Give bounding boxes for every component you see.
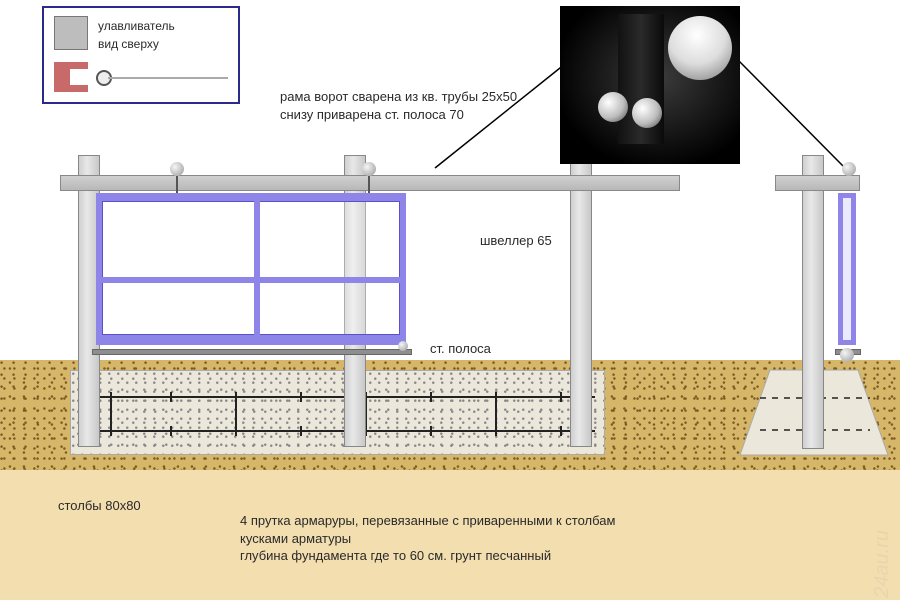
channel-label: швеллер 65 bbox=[480, 232, 552, 250]
diagram-stage: улавливатель вид сверху рама ворот сварена… bbox=[0, 0, 900, 600]
pillar-side bbox=[802, 155, 824, 449]
roller-photo-inset bbox=[560, 6, 740, 164]
roller-side-0 bbox=[842, 162, 856, 176]
photo-big-wheel bbox=[668, 16, 732, 80]
channel-bar-side bbox=[775, 175, 860, 191]
foundation-front bbox=[70, 370, 605, 455]
rebar-horizontal-1 bbox=[80, 430, 595, 432]
rebar-vertical-1 bbox=[235, 396, 237, 430]
gate-frame-front bbox=[96, 193, 406, 345]
rebar-tie-1-1 bbox=[170, 426, 172, 436]
strip-label: ст. полоса bbox=[430, 340, 491, 358]
gate-mid-rail bbox=[102, 277, 400, 283]
gate-frame-side bbox=[838, 193, 856, 345]
roller-shaft-0 bbox=[176, 174, 178, 194]
rebar-tie-1-7 bbox=[560, 426, 562, 436]
legend-topview-label: вид сверху bbox=[98, 36, 159, 52]
roller-front-1 bbox=[362, 162, 376, 176]
roller-front-0 bbox=[170, 162, 184, 176]
legend-catcher-notch bbox=[70, 69, 90, 85]
roller-shaft-1 bbox=[368, 174, 370, 194]
rebar-tie-0-1 bbox=[170, 392, 172, 402]
rebar-tie-1-5 bbox=[430, 426, 432, 436]
frame-note-label: рама ворот сварена из кв. трубы 25x50сни… bbox=[280, 88, 517, 123]
legend-square-icon bbox=[54, 16, 88, 50]
legend-box: улавливатель вид сверху bbox=[42, 6, 240, 104]
rebar-tie-0-3 bbox=[300, 392, 302, 402]
foundation-note-label: 4 прутка армаруры, перевязанные с привар… bbox=[240, 512, 615, 565]
roller-side-1 bbox=[840, 348, 854, 362]
photo-small-wheel-1 bbox=[598, 92, 628, 122]
watermark-text: 24au.ru bbox=[871, 530, 894, 598]
channel-bar-front bbox=[60, 175, 680, 191]
legend-rod-icon bbox=[108, 77, 228, 79]
rebar-vertical-0 bbox=[110, 396, 112, 430]
pillar-front-2 bbox=[570, 155, 592, 447]
legend-catcher-icon bbox=[54, 62, 88, 92]
rebar-tie-0-7 bbox=[560, 392, 562, 402]
steel-strip-front bbox=[92, 349, 412, 355]
callout-line-1 bbox=[738, 60, 845, 168]
legend-catcher-label: улавливатель bbox=[98, 18, 175, 34]
rebar-horizontal-0 bbox=[80, 396, 595, 398]
rebar-tie-1-3 bbox=[300, 426, 302, 436]
photo-small-wheel-2 bbox=[632, 98, 662, 128]
pillars-label: столбы 80x80 bbox=[58, 497, 141, 515]
rebar-vertical-3 bbox=[495, 396, 497, 430]
gate-mid-stile bbox=[254, 201, 260, 335]
rebar-tie-0-5 bbox=[430, 392, 432, 402]
bottom-roller-front bbox=[398, 341, 408, 351]
